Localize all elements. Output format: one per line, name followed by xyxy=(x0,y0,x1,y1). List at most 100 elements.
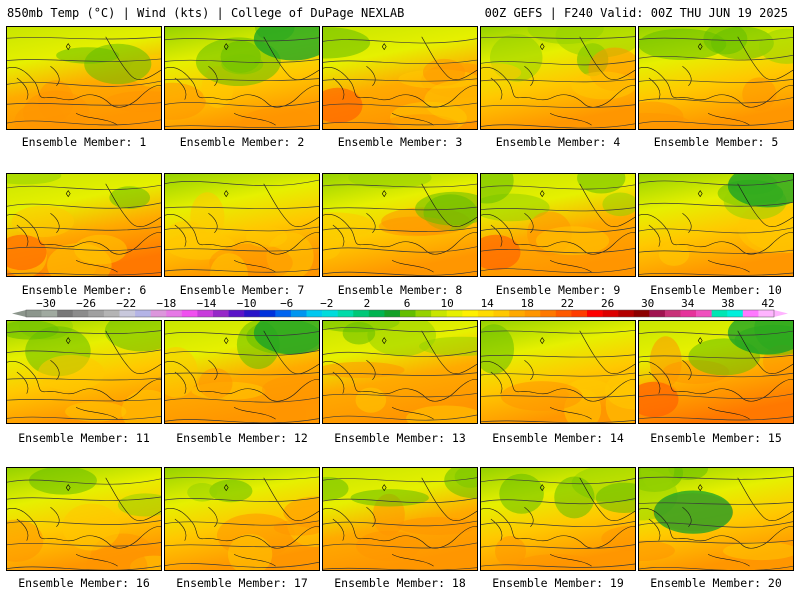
colorbar-swatch xyxy=(431,310,448,317)
station-marker-icon xyxy=(697,337,703,345)
map-outline xyxy=(481,36,635,126)
height-contour xyxy=(7,184,161,190)
height-contour xyxy=(481,478,635,485)
station-marker-icon xyxy=(697,43,703,51)
height-contour xyxy=(7,520,161,525)
height-contour xyxy=(165,206,319,210)
ensemble-map-panel xyxy=(6,173,162,277)
map-outline xyxy=(323,477,477,567)
ensemble-map-panel xyxy=(164,173,320,277)
height-contour xyxy=(639,565,793,570)
map-outline xyxy=(165,477,319,567)
map-outline xyxy=(639,183,793,273)
height-contour xyxy=(639,227,793,234)
ensemble-member-label: Ensemble Member: 13 xyxy=(334,431,466,445)
height-contour xyxy=(7,415,161,420)
height-contour xyxy=(639,37,793,41)
colorbar-swatch xyxy=(57,310,74,317)
colorbar-swatch xyxy=(103,310,120,317)
height-contour xyxy=(165,561,319,568)
height-contour xyxy=(639,393,793,399)
station-marker-icon xyxy=(539,43,545,51)
colorbar-swatch xyxy=(633,310,650,317)
colorbar-tick-label: −6 xyxy=(280,297,293,310)
ensemble-map-panel xyxy=(322,320,478,424)
ensemble-map-panel xyxy=(480,320,636,424)
height-contour xyxy=(639,540,793,544)
colorbar-swatch xyxy=(244,310,261,317)
height-contour xyxy=(481,247,635,254)
map-outline xyxy=(165,183,319,273)
station-marker-icon xyxy=(381,484,387,492)
station-marker-icon xyxy=(65,43,71,51)
ensemble-map-panel xyxy=(164,26,320,130)
colorbar-right-arrow xyxy=(774,310,788,317)
height-contour xyxy=(481,184,635,190)
height-contour xyxy=(7,330,161,334)
height-contour xyxy=(165,179,319,187)
height-contour xyxy=(639,372,793,378)
colorbar-swatch xyxy=(166,310,183,317)
height-contour xyxy=(7,119,161,126)
height-contour xyxy=(165,226,319,232)
height-contour xyxy=(323,59,477,65)
colorbar-swatch xyxy=(290,310,307,317)
height-contour xyxy=(323,325,477,333)
ensemble-map-panel xyxy=(6,26,162,130)
ensemble-member-label: Ensemble Member: 1 xyxy=(21,135,147,149)
ensemble-map-panel xyxy=(638,320,794,424)
height-contour xyxy=(639,521,793,528)
station-marker-icon xyxy=(65,337,71,345)
colorbar-swatch xyxy=(571,310,588,317)
height-contour xyxy=(639,179,793,186)
ensemble-member-label: Ensemble Member: 20 xyxy=(650,576,782,590)
station-marker-icon xyxy=(223,43,229,51)
map-outline xyxy=(165,36,319,126)
height-contour xyxy=(323,78,477,82)
colorbar-tick-label: 30 xyxy=(641,297,654,310)
station-marker-icon xyxy=(65,484,71,492)
colorbar-swatch xyxy=(384,310,401,317)
colorbar-tick-label: −30 xyxy=(36,297,56,310)
colorbar-swatch xyxy=(353,310,370,317)
height-contour xyxy=(323,477,477,483)
height-contour xyxy=(639,330,793,336)
ensemble-map-panel xyxy=(6,467,162,571)
map-title: 850mb Temp (°C) | Wind (kts) | College o… xyxy=(7,6,405,20)
height-contour xyxy=(323,246,477,253)
height-contour xyxy=(481,372,635,377)
colorbar-swatch xyxy=(197,310,214,317)
colorbar-swatch xyxy=(306,310,323,317)
colorbar-swatch xyxy=(555,310,572,317)
map-outline xyxy=(481,477,635,567)
height-contour xyxy=(639,476,793,480)
ensemble-member-label: Ensemble Member: 14 xyxy=(492,431,624,445)
ensemble-map-panel xyxy=(6,320,162,424)
height-contour xyxy=(481,520,635,527)
height-contour xyxy=(165,543,319,548)
colorbar-tick-label: 34 xyxy=(681,297,695,310)
height-contour xyxy=(7,226,161,231)
ensemble-member-label: Ensemble Member: 8 xyxy=(337,283,463,297)
colorbar-swatch xyxy=(228,310,245,317)
map-outline xyxy=(323,330,477,420)
height-contour xyxy=(7,542,161,547)
height-contour xyxy=(323,520,477,527)
height-contour xyxy=(481,563,635,568)
station-marker-icon xyxy=(539,190,545,198)
height-contour xyxy=(7,398,161,402)
colorbar-tick-label: 38 xyxy=(721,297,734,310)
colorbar-tick-label: −2 xyxy=(320,297,333,310)
height-contour xyxy=(639,416,793,421)
station-marker-icon xyxy=(539,484,545,492)
colorbar-tick-label: 14 xyxy=(481,297,495,310)
height-contour xyxy=(639,272,793,276)
height-contour xyxy=(7,202,161,209)
colorbar-swatch xyxy=(649,310,666,317)
map-outline xyxy=(481,183,635,273)
colorbar-tick-label: 10 xyxy=(440,297,453,310)
map-outline xyxy=(639,477,793,567)
ensemble-map-panel xyxy=(480,26,636,130)
colorbar-swatch xyxy=(88,310,105,317)
map-outline xyxy=(165,330,319,420)
